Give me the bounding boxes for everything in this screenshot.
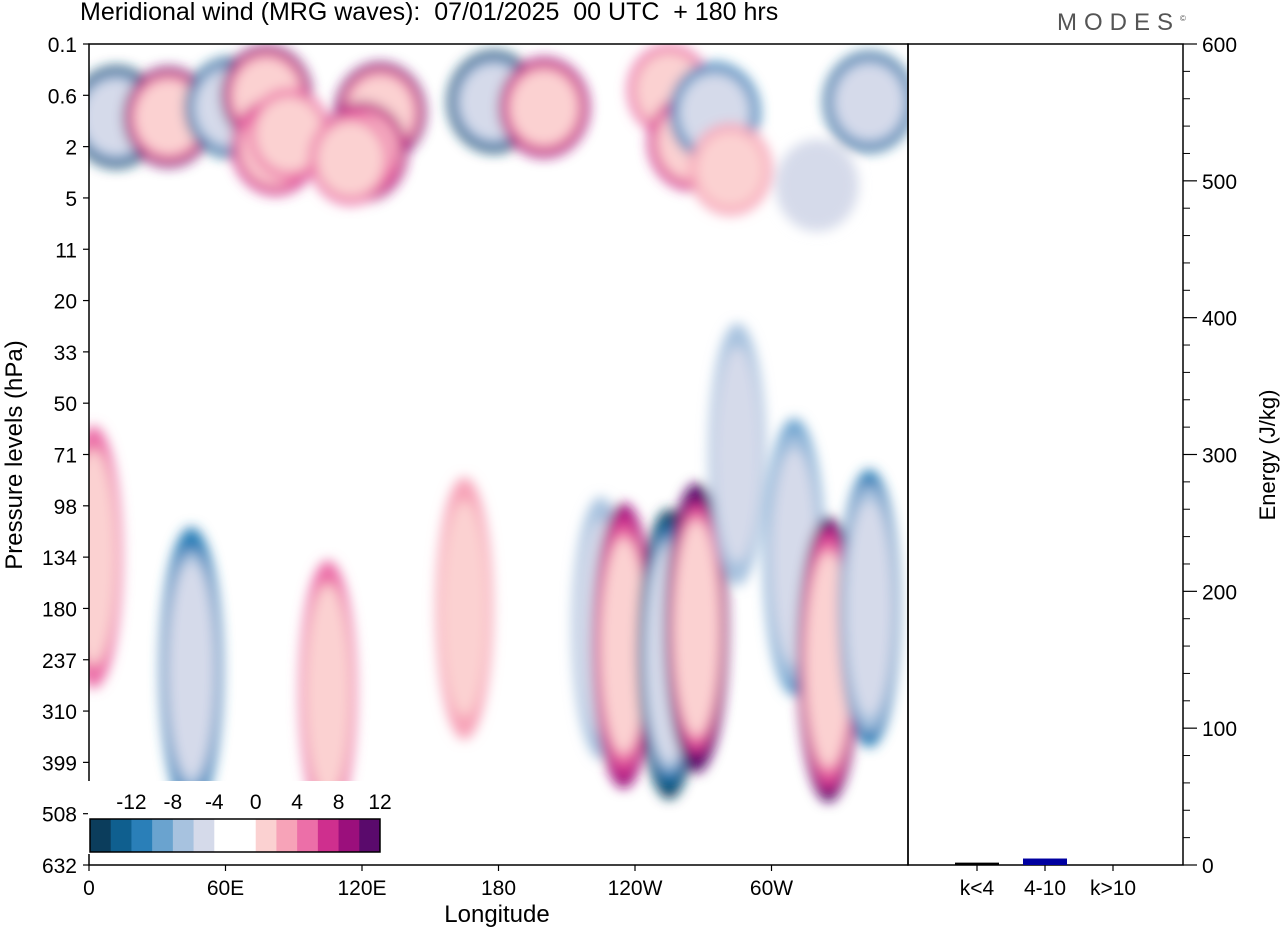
energy-bar xyxy=(1023,858,1067,865)
wind-region xyxy=(255,96,324,173)
colorbar-swatch xyxy=(152,819,174,852)
brand-logo: MODES© xyxy=(1057,9,1186,36)
energy-tick-label: 0 xyxy=(1202,855,1214,878)
heatmap-background xyxy=(89,44,908,865)
energy-tick-label: 100 xyxy=(1202,718,1237,741)
pressure-tick-label: 98 xyxy=(54,496,77,519)
longitude-tick-label: 120W xyxy=(608,877,663,900)
energy-tick-label: 300 xyxy=(1202,445,1237,468)
wind-region xyxy=(835,64,904,140)
colorbar-swatch xyxy=(317,819,340,852)
brand-text: MODES xyxy=(1057,9,1181,36)
colorbar-swatch xyxy=(172,819,195,852)
wind-region xyxy=(304,583,352,800)
energy-category-label: k<4 xyxy=(960,877,995,900)
energy-tick-label: 500 xyxy=(1202,171,1237,194)
wind-region xyxy=(89,449,117,666)
colorbar-swatch xyxy=(193,819,215,852)
colorbar-swatch xyxy=(110,819,132,852)
energy-frame xyxy=(907,43,1184,866)
pressure-tick-label: 20 xyxy=(54,291,77,314)
colorbar-swatch xyxy=(297,819,319,852)
wind-field xyxy=(89,44,908,823)
pressure-tick-label: 0.6 xyxy=(48,85,77,108)
colorbar-label: -8 xyxy=(164,791,183,814)
wind-region xyxy=(696,131,765,208)
colorbar-label: 4 xyxy=(291,791,303,814)
wind-region xyxy=(316,121,385,197)
energy-axis-label: Energy (J/kg) xyxy=(1255,390,1280,521)
pressure-tick-label: 11 xyxy=(55,239,77,262)
pressure-tick-label: 50 xyxy=(54,393,77,416)
colorbar-swatch xyxy=(235,819,257,852)
colorbar-swatch xyxy=(214,819,236,852)
pressure-axis: 0.1 0.6 2 5 11 20 33 50 71 98 134 180 237 310 399 508 63… xyxy=(42,34,89,878)
energy-tick-label: 600 xyxy=(1202,34,1237,57)
pressure-tick-label: 508 xyxy=(42,804,77,827)
pressure-tick-label: 180 xyxy=(42,598,77,621)
longitude-tick-label: 180 xyxy=(481,877,516,900)
longitude-tick-label: 60E xyxy=(207,877,244,900)
wind-region xyxy=(600,537,648,754)
colorbar: -12 -8 -4 0 4 8 12 xyxy=(88,781,392,854)
wind-region xyxy=(845,500,893,717)
pressure-tick-label: 310 xyxy=(42,701,77,724)
pressure-tick-label: 71 xyxy=(54,445,77,468)
longitude-axis: 0 60E 120E 180 120W 60W xyxy=(83,865,793,900)
longitude-tick-label: 120E xyxy=(337,877,386,900)
colorbar-label: 0 xyxy=(250,791,262,814)
colorbar-swatch xyxy=(276,819,298,852)
energy-bar xyxy=(955,862,999,865)
chart-title: Meridional wind (MRG waves): 07/01/2025 … xyxy=(80,0,779,26)
colorbar-label: 12 xyxy=(368,791,391,814)
x-axis-label: Longitude xyxy=(444,901,549,928)
wind-region xyxy=(782,147,852,224)
longitude-tick-label: 60W xyxy=(750,877,793,900)
colorbar-swatch xyxy=(338,819,360,852)
colorbar-label: -4 xyxy=(205,791,224,814)
colorbar-frame xyxy=(89,818,381,853)
pressure-tick-label: 2 xyxy=(65,137,77,160)
colorbar-swatch xyxy=(131,819,153,852)
colorbar-swatch xyxy=(359,819,381,852)
pressure-tick-label: 237 xyxy=(42,650,77,673)
wind-region xyxy=(440,500,488,717)
energy-category-label: k>10 xyxy=(1090,877,1136,900)
pressure-tick-label: 33 xyxy=(54,342,77,365)
longitude-tick-label: 0 xyxy=(83,877,95,900)
wind-region xyxy=(509,69,579,146)
pressure-tick-label: 134 xyxy=(42,547,77,570)
colorbar-swatch xyxy=(90,819,112,852)
wind-contours xyxy=(89,44,908,823)
energy-bars: k<4 4-10 k>10 xyxy=(955,858,1136,900)
energy-tick-label: 200 xyxy=(1202,581,1237,604)
energy-tick-label: 400 xyxy=(1202,308,1237,331)
wind-region xyxy=(673,520,720,737)
wind-region xyxy=(167,561,215,778)
y-axis-label: Pressure levels (hPa) xyxy=(1,340,28,569)
energy-category-label: 4-10 xyxy=(1024,877,1066,900)
energy-axis: 0 100 200 300 400 500 600 xyxy=(1183,34,1237,878)
wind-region xyxy=(713,346,761,563)
colorbar-label: 8 xyxy=(333,791,345,814)
pressure-tick-label: 632 xyxy=(42,855,77,878)
colorbar-swatch xyxy=(255,819,277,852)
pressure-tick-label: 399 xyxy=(42,752,77,775)
colorbar-label: -12 xyxy=(116,791,146,814)
pressure-tick-label: 5 xyxy=(65,188,77,211)
pressure-tick-label: 0.1 xyxy=(48,34,77,57)
